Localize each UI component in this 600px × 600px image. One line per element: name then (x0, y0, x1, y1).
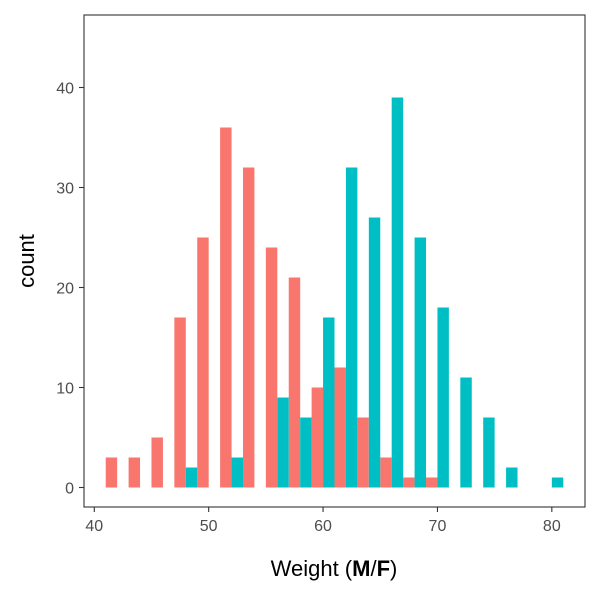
bar-m-14 (426, 477, 438, 488)
bar-f-12 (506, 467, 518, 488)
x-axis-title: Weight (M/F) (271, 556, 398, 581)
x-axis-ticks: 40 50 60 70 80 (85, 507, 561, 535)
bar-f-9 (437, 307, 449, 488)
bar-f-3 (300, 417, 312, 488)
bar-m-8 (288, 277, 301, 488)
x-tick-label-80: 80 (543, 518, 561, 535)
bar-f-6 (368, 217, 381, 488)
y-tick-label-20: 20 (56, 281, 74, 298)
bar-f-5 (345, 167, 358, 488)
y-tick-label-40: 40 (56, 81, 74, 98)
x-tick-label-70: 70 (429, 518, 447, 535)
panel-border (83, 14, 586, 508)
x-axis-title-group-a: M (352, 556, 370, 581)
x-axis-title-prefix: Weight ( (271, 556, 353, 581)
bar-m-12 (380, 457, 392, 488)
bar-m-4 (197, 237, 209, 488)
x-axis-title-separator: / (370, 556, 377, 581)
bar-f-4 (323, 317, 335, 488)
bar-f-2 (277, 397, 289, 488)
bar-f-8 (414, 237, 427, 488)
x-tick-label-50: 50 (200, 518, 218, 535)
y-tick-label-30: 30 (56, 181, 74, 198)
x-tick-label-60: 60 (314, 518, 332, 535)
bar-m-1 (128, 457, 141, 488)
bar-m-6 (242, 167, 255, 488)
y-axis-ticks: 0 10 20 30 40 (56, 81, 84, 498)
bar-m-9 (311, 387, 324, 488)
bar-f-10 (460, 377, 472, 488)
x-axis-title-suffix: ) (390, 556, 397, 581)
bar-m-5 (220, 127, 232, 488)
y-tick-label-10: 10 (56, 381, 74, 398)
bar-f-11 (483, 417, 495, 488)
bar-m-13 (403, 477, 415, 488)
bar-f-7 (391, 97, 404, 488)
bars-layer (105, 97, 564, 488)
y-tick-label-0: 0 (65, 481, 74, 498)
bar-m-0 (105, 457, 118, 488)
bar-f-0 (185, 467, 198, 488)
bar-f-1 (231, 457, 243, 488)
x-axis-title-group-b: F (377, 556, 390, 581)
bar-m-10 (334, 367, 346, 488)
x-tick-label-40: 40 (85, 518, 103, 535)
bar-f-13 (551, 477, 564, 488)
bar-m-11 (357, 417, 369, 488)
bar-m-3 (174, 317, 186, 488)
bar-m-7 (265, 247, 278, 488)
bar-m-2 (151, 437, 163, 488)
y-axis-title: count (14, 234, 39, 288)
